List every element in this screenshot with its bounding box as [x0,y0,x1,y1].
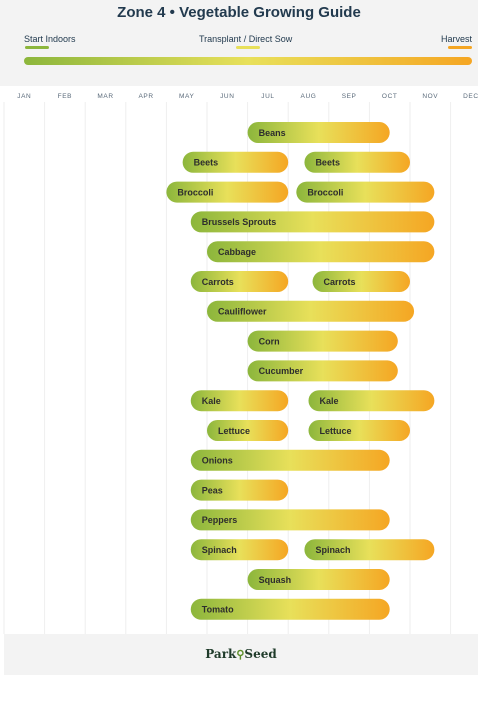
chart-title: Zone 4 • Vegetable Growing Guide [117,4,361,21]
bar-shape [190,390,289,412]
bar-label: Beets [194,158,219,168]
bar-label: Carrots [324,277,356,287]
bar-shape [190,539,289,561]
bar-shape [304,151,410,173]
bar-shape [247,569,390,590]
bar-label: Lettuce [218,426,250,436]
bar-lettuce-2: Lettuce [308,420,410,441]
bar-label: Kale [202,396,221,406]
bar-cauliflower-1: Cauliflower [207,300,415,322]
bar-shape [190,509,390,531]
bar-shape [247,122,390,143]
bar-peppers-1: Peppers [190,509,390,531]
bar-broccoli-2: Broccoli [296,181,435,203]
bar-kale-1: Kale [190,390,289,412]
bar-carrots-1: Carrots [190,271,289,292]
bar-spinach-2: Spinach [304,539,435,561]
bar-label: Cabbage [218,247,256,257]
bar-spinach-1: Spinach [190,539,289,561]
month-label-dec: DEC [463,93,478,100]
park-seed-logo: Park⚲Seed [4,634,478,675]
bar-label: Kale [320,396,339,406]
bar-tomato-1: Tomato [190,598,390,620]
bar-shape [247,360,398,382]
bar-beets-1: Beets [182,151,289,173]
legend-label-transplant: Transplant / Direct Sow [199,34,293,44]
bar-kale-2: Kale [308,390,435,412]
bar-shape [312,271,410,292]
bar-beans-1: Beans [247,122,390,143]
bar-label: Cauliflower [218,307,267,317]
bar-shape [182,151,289,173]
month-label-aug: AUG [301,93,317,100]
month-label-may: MAY [179,93,194,100]
bar-corn-1: Corn [247,330,398,352]
month-label-oct: OCT [382,93,398,100]
month-label-jul: JUL [261,93,274,100]
bar-onions-1: Onions [190,449,390,471]
bar-squash-1: Squash [247,569,390,590]
legend-label-harvest: Harvest [440,34,472,44]
legend-swatch-start-indoors [25,46,49,49]
month-label-mar: MAR [97,93,113,100]
legend-gradient-bar [24,57,472,65]
bar-shape [207,300,415,322]
legend-swatch-harvest [448,46,472,49]
month-label-feb: FEB [58,93,72,100]
bar-label: Broccoli [177,187,213,197]
brand-name-right: Seed [244,647,277,661]
bar-shape [247,330,398,352]
growing-timeline-chart: JAN FEB MAR APR MAY JUN JUL AUG SEP OCT NOV DEC Bea… [3,93,478,634]
bar-label: Onions [202,456,233,466]
bar-shape [166,181,289,203]
bar-label: Cucumber [259,366,304,376]
bar-lettuce-1: Lettuce [207,420,289,441]
month-label-apr: APR [139,93,154,100]
bar-carrots-2: Carrots [312,271,410,292]
bar-shape [296,181,435,203]
footer: Park⚲Seed [4,634,478,675]
bar-label: Squash [259,575,292,585]
bar-shape [190,479,289,501]
bar-label: Spinach [315,545,350,555]
legend-swatch-transplant [236,46,260,49]
bar-label: Carrots [202,277,234,287]
bar-label: Peas [202,485,223,495]
bar-label: Brussels Sprouts [202,217,277,227]
bar-label: Tomato [202,605,234,615]
bar-broccoli-1: Broccoli [166,181,289,203]
bar-shape [308,420,410,441]
bar-label: Beans [259,128,286,138]
bar-label: Peppers [202,515,238,525]
bar-label: Broccoli [307,187,343,197]
bar-label: Lettuce [320,426,352,436]
bar-label: Beets [315,158,340,168]
month-label-jan: JAN [17,93,31,100]
bar-label: Spinach [202,545,237,555]
bar-brussels-sprouts-1: Brussels Sprouts [190,211,435,233]
legend-label-start-indoors: Start Indoors [24,34,76,44]
bar-shape [190,598,390,620]
bar-peas-1: Peas [190,479,289,501]
bar-beets-2: Beets [304,151,410,173]
month-label-nov: NOV [422,93,438,100]
bar-cucumber-1: Cucumber [247,360,398,382]
bar-shape [304,539,435,561]
bar-shape [207,241,435,263]
sprout-icon: ⚲ [236,648,245,661]
month-label-jun: JUN [220,93,234,100]
month-label-sep: SEP [342,93,357,100]
bar-shape [190,271,289,292]
bar-shape [190,211,435,233]
bar-shape [308,390,435,412]
brand-name-left: Park [205,647,237,661]
bar-label: Corn [259,336,280,346]
bar-shape [190,449,390,471]
bar-shape [207,420,289,441]
chart-header: Zone 4 • Vegetable Growing Guide Start I… [0,0,478,86]
bar-cabbage-1: Cabbage [207,241,435,263]
